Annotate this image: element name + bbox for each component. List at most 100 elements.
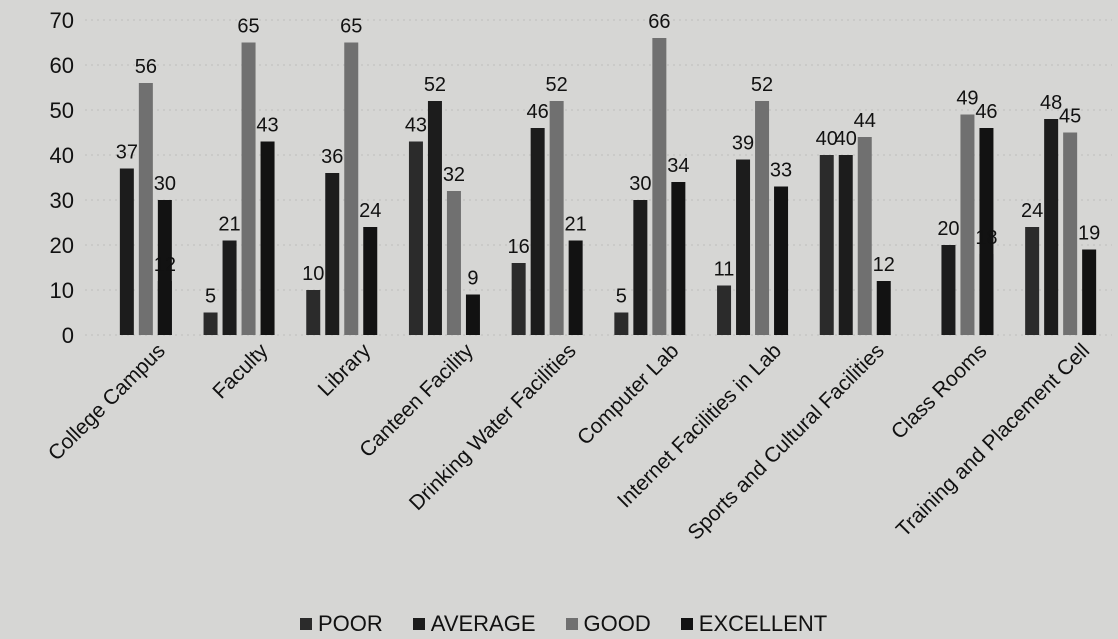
- bar: [857, 137, 872, 335]
- bar: [203, 312, 218, 335]
- data-label: 12: [154, 254, 176, 276]
- x-tick-label: College Campus: [44, 339, 170, 465]
- legend-label: AVERAGE: [430, 611, 536, 636]
- bar: [1044, 119, 1059, 335]
- y-tick-label: 40: [50, 143, 74, 168]
- x-tick-label: Sports and Cultural Facilities: [684, 339, 889, 544]
- data-label: 16: [508, 236, 530, 258]
- bar: [838, 155, 853, 335]
- data-label: 20: [937, 218, 959, 240]
- bar: [427, 101, 442, 335]
- bar: [876, 281, 891, 335]
- y-tick-label: 70: [50, 8, 74, 33]
- data-label: 24: [359, 200, 381, 222]
- data-label: 52: [751, 74, 773, 96]
- data-label: 19: [1078, 223, 1100, 245]
- data-label: 11: [714, 259, 735, 281]
- y-tick-label: 0: [62, 323, 74, 348]
- data-label: 65: [340, 16, 362, 38]
- data-label: 10: [302, 263, 324, 285]
- x-tick-label: Faculty: [208, 339, 272, 403]
- legend-swatch: [300, 618, 312, 630]
- y-tick-label: 50: [50, 98, 74, 123]
- bar: [960, 114, 975, 335]
- bar: [260, 141, 275, 335]
- data-label: 5: [616, 286, 627, 308]
- x-tick-label: Library: [314, 339, 376, 401]
- data-label: 33: [770, 160, 792, 182]
- x-tick-label: Training and Placement Cell: [892, 339, 1094, 541]
- bar: [717, 285, 732, 335]
- data-label: 56: [135, 56, 157, 78]
- bar: [549, 101, 564, 335]
- x-tick-label: Drinking Water Facilities: [405, 339, 581, 515]
- x-tick-label: Internet Facilities in Lab: [613, 339, 786, 512]
- x-tick-label: Computer Lab: [573, 339, 683, 449]
- data-label: 24: [1021, 200, 1043, 222]
- bar: [736, 159, 751, 335]
- bar: [568, 240, 583, 335]
- data-label: 46: [527, 101, 549, 123]
- data-label: 36: [321, 146, 343, 168]
- data-label: 52: [424, 74, 446, 96]
- legend-swatch: [565, 618, 578, 630]
- y-tick-label: 60: [50, 53, 74, 78]
- data-label: 40: [816, 128, 838, 150]
- bar: [465, 294, 480, 335]
- legend: POOR AVERAGE GOOD EXCELLENT: [300, 611, 860, 637]
- bar: [1063, 132, 1078, 335]
- bar: [363, 227, 378, 335]
- data-label: 30: [629, 173, 651, 195]
- data-label: 44: [854, 110, 876, 132]
- x-tick-label: Class Rooms: [887, 339, 992, 444]
- data-label: 30: [154, 173, 176, 195]
- legend-swatch: [680, 618, 693, 630]
- data-label: 21: [218, 214, 240, 236]
- data-label: 39: [732, 133, 754, 155]
- legend-item: EXCELLENT: [680, 611, 828, 637]
- data-label: 32: [443, 164, 465, 186]
- data-label: 52: [546, 74, 568, 96]
- bar: [119, 168, 134, 335]
- legend-label: EXCELLENT: [698, 611, 828, 636]
- data-label: 65: [237, 16, 259, 38]
- data-label: 9: [467, 268, 478, 290]
- bar: [671, 182, 686, 335]
- data-label: 21: [565, 214, 587, 236]
- data-label: 66: [648, 11, 670, 33]
- legend-item: POOR: [300, 611, 383, 637]
- data-label: 43: [405, 115, 427, 137]
- bar: [1082, 249, 1097, 335]
- data-label: 43: [256, 115, 278, 137]
- legend-label: GOOD: [583, 611, 651, 636]
- data-label: 37: [116, 142, 138, 164]
- bar: [774, 186, 789, 335]
- legend-label: POOR: [318, 611, 383, 636]
- bar: [530, 128, 545, 335]
- bar: [306, 290, 321, 335]
- legend-item: AVERAGE: [412, 611, 536, 637]
- bar: [344, 42, 359, 335]
- bar: [157, 281, 172, 335]
- y-tick-label: 10: [50, 278, 74, 303]
- bar: [511, 263, 526, 335]
- bar: [633, 200, 648, 335]
- bar: [614, 312, 629, 335]
- bar: [1025, 227, 1040, 335]
- bar: [755, 101, 770, 335]
- data-label: 18: [975, 227, 997, 249]
- data-label: 45: [1059, 106, 1081, 128]
- bar: [652, 38, 667, 335]
- bar: [241, 42, 256, 335]
- legend-swatch: [412, 618, 425, 630]
- bar: [222, 240, 237, 335]
- bar: [446, 191, 461, 335]
- bar: [979, 254, 994, 335]
- data-label: 49: [956, 88, 978, 110]
- y-tick-label: 20: [50, 233, 74, 258]
- data-label: 12: [873, 254, 895, 276]
- bar: [325, 173, 340, 335]
- data-label: 40: [835, 128, 857, 150]
